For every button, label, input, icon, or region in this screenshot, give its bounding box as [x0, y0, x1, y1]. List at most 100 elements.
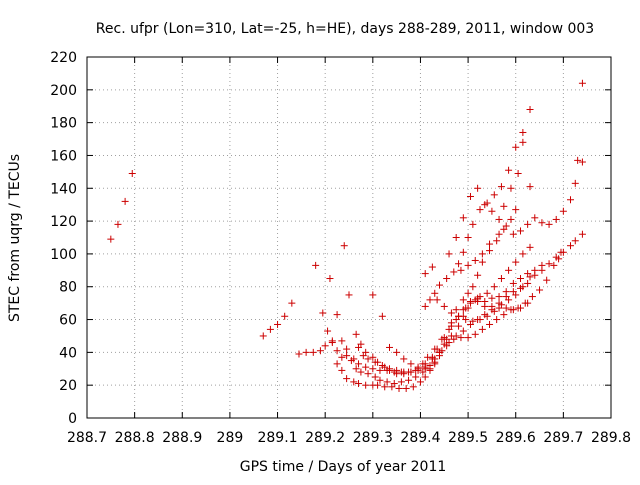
data-point — [295, 350, 303, 358]
x-tick-label: 289.6 — [496, 430, 536, 446]
data-point — [483, 312, 491, 320]
data-point — [552, 253, 560, 261]
data-point — [526, 106, 534, 114]
x-tick-label: 289.5 — [448, 430, 488, 446]
data-point — [364, 370, 372, 378]
data-point — [259, 332, 267, 340]
data-point — [447, 319, 455, 327]
data-point — [550, 261, 558, 269]
data-point — [350, 378, 358, 386]
y-tick-label: 0 — [68, 411, 77, 427]
data-point — [557, 248, 565, 256]
data-point — [421, 270, 429, 278]
y-tick-label: 60 — [59, 313, 77, 329]
data-point — [464, 289, 472, 297]
data-point — [321, 342, 329, 350]
data-point — [326, 275, 334, 283]
data-point — [519, 283, 527, 291]
data-point — [121, 197, 129, 205]
data-point — [455, 312, 463, 320]
data-point — [443, 275, 451, 283]
data-point — [328, 339, 336, 347]
data-point — [524, 220, 532, 228]
data-point — [462, 316, 470, 324]
y-tick-label: 20 — [59, 378, 77, 394]
data-point — [512, 143, 520, 151]
y-tick-label: 180 — [50, 116, 77, 132]
data-point — [464, 334, 472, 342]
data-point — [266, 325, 274, 333]
x-tick-label: 289.2 — [305, 430, 345, 446]
data-point — [447, 309, 455, 317]
data-point — [457, 266, 465, 274]
data-point — [481, 201, 489, 209]
data-point — [436, 281, 444, 289]
data-point — [474, 271, 482, 279]
data-point — [393, 366, 401, 374]
data-point — [486, 240, 494, 248]
data-point — [397, 378, 405, 386]
data-point — [381, 383, 389, 391]
data-point — [455, 322, 463, 330]
data-point — [559, 207, 567, 215]
data-point — [526, 243, 534, 251]
data-point — [385, 343, 393, 351]
data-point — [543, 276, 551, 284]
data-point — [402, 384, 410, 392]
data-point — [400, 368, 408, 376]
data-point — [376, 376, 384, 384]
y-tick-label: 80 — [59, 280, 77, 296]
data-point — [497, 301, 505, 309]
y-axis-label: STEC from uqrg / TECUs — [7, 154, 23, 322]
data-point — [114, 220, 122, 228]
data-point — [469, 317, 477, 325]
data-point — [512, 291, 520, 299]
data-point — [488, 207, 496, 215]
data-point — [350, 355, 358, 363]
data-point — [524, 299, 532, 307]
data-point — [450, 268, 458, 276]
data-point — [352, 330, 360, 338]
data-point — [440, 302, 448, 310]
data-point — [574, 156, 582, 164]
data-point — [333, 360, 341, 368]
data-point — [324, 327, 332, 335]
data-point — [316, 347, 324, 355]
data-point — [578, 230, 586, 238]
data-point — [340, 242, 348, 250]
grid — [87, 57, 611, 418]
data-point — [359, 352, 367, 360]
data-point — [538, 219, 546, 227]
data-point — [421, 373, 429, 381]
data-point — [343, 352, 351, 360]
data-point — [483, 289, 491, 297]
data-point — [516, 275, 524, 283]
data-point — [459, 327, 467, 335]
data-point — [421, 302, 429, 310]
x-tick-labels: 288.7 288.8 288.9 289 289.1 289.2 289.3 289.4 28… — [67, 430, 631, 446]
data-point — [464, 304, 472, 312]
data-point — [333, 347, 341, 355]
data-point — [274, 320, 282, 328]
data-point — [495, 215, 503, 223]
data-point — [338, 366, 346, 374]
data-point — [474, 184, 482, 192]
data-point — [512, 206, 520, 214]
data-point — [395, 384, 403, 392]
data-point — [469, 283, 477, 291]
data-point — [369, 365, 377, 373]
data-point — [400, 355, 408, 363]
data-point — [355, 380, 363, 388]
y-tick-label: 140 — [50, 181, 77, 197]
data-point — [469, 220, 477, 228]
data-point — [459, 214, 467, 222]
data-point — [545, 220, 553, 228]
data-point — [486, 320, 494, 328]
x-axis-label: GPS time / Days of year 2011 — [240, 459, 447, 475]
data-point — [500, 311, 508, 319]
data-point — [478, 325, 486, 333]
data-point — [490, 307, 498, 315]
data-point — [378, 361, 386, 369]
